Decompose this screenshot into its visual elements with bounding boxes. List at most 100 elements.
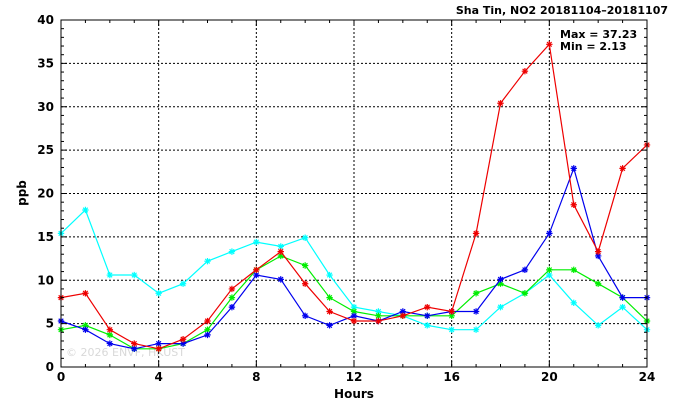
data-point bbox=[472, 230, 480, 237]
data-point bbox=[497, 276, 504, 283]
data-point bbox=[497, 303, 504, 311]
data-point bbox=[179, 336, 187, 343]
chart-title: Sha Tin, NO2 20181104–20181107 bbox=[456, 4, 668, 17]
data-point bbox=[350, 308, 358, 315]
data-point bbox=[472, 308, 480, 315]
x-tick-label: 20 bbox=[541, 370, 558, 384]
data-point bbox=[472, 290, 480, 297]
data-point bbox=[155, 345, 162, 352]
data-point bbox=[375, 308, 382, 315]
data-point bbox=[570, 165, 577, 172]
data-point bbox=[594, 248, 602, 255]
data-point bbox=[375, 312, 382, 320]
data-point bbox=[301, 262, 309, 269]
watermark: © 2026 ENVF, HKUST bbox=[66, 346, 185, 359]
data-point bbox=[228, 248, 236, 255]
data-point bbox=[82, 206, 89, 214]
data-point bbox=[82, 290, 89, 297]
data-point bbox=[253, 266, 260, 274]
data-point bbox=[106, 326, 114, 333]
data-point bbox=[448, 326, 455, 333]
data-point bbox=[521, 67, 529, 75]
x-tick-label: 16 bbox=[443, 370, 460, 384]
y-tick-label: 15 bbox=[37, 230, 54, 244]
data-point bbox=[301, 234, 309, 241]
data-point bbox=[472, 326, 480, 333]
data-point bbox=[497, 100, 504, 107]
data-point bbox=[277, 248, 284, 255]
y-tick-label: 20 bbox=[37, 187, 54, 201]
ticks: 0 4 8 12 16 20 24 0 5 10 15 20 25 30 35 40 bbox=[37, 13, 655, 384]
y-tick-label: 10 bbox=[37, 273, 54, 287]
data-point bbox=[546, 271, 553, 279]
data-point bbox=[155, 340, 162, 347]
data-point bbox=[497, 280, 504, 287]
data-point bbox=[399, 312, 407, 320]
data-point bbox=[521, 290, 529, 297]
data-point bbox=[521, 266, 529, 274]
data-point bbox=[399, 308, 407, 315]
data-point bbox=[546, 41, 553, 48]
data-point bbox=[131, 345, 138, 352]
x-tick-label: 0 bbox=[57, 370, 65, 384]
data-point bbox=[301, 280, 309, 287]
data-point bbox=[228, 285, 236, 293]
data-point bbox=[619, 303, 626, 311]
data-point bbox=[570, 266, 577, 274]
x-tick-label: 12 bbox=[346, 370, 363, 384]
data-point bbox=[350, 312, 358, 320]
min-label: Min = 2.13 bbox=[560, 40, 627, 53]
data-point bbox=[179, 280, 187, 287]
data-point bbox=[82, 326, 89, 333]
y-axis-title: ppb bbox=[15, 180, 29, 206]
data-point bbox=[204, 326, 211, 333]
data-point bbox=[570, 299, 577, 307]
data-point bbox=[204, 257, 211, 265]
data-point bbox=[448, 312, 455, 320]
x-tick-label: 8 bbox=[252, 370, 260, 384]
data-point bbox=[326, 294, 333, 301]
x-tick-label: 24 bbox=[639, 370, 656, 384]
y-tick-label: 25 bbox=[37, 143, 54, 157]
data-point bbox=[253, 271, 260, 279]
data-point bbox=[546, 266, 553, 274]
data-point bbox=[301, 312, 309, 320]
data-point bbox=[594, 322, 602, 329]
x-axis-title: Hours bbox=[334, 387, 374, 401]
data-point bbox=[228, 303, 236, 311]
data-point bbox=[424, 303, 431, 311]
data-point bbox=[106, 340, 114, 347]
data-point bbox=[106, 271, 114, 279]
data-point bbox=[546, 230, 553, 237]
x-tick-label: 4 bbox=[154, 370, 162, 384]
data-point bbox=[424, 312, 431, 320]
max-label: Max = 37.23 bbox=[560, 28, 637, 41]
y-tick-label: 35 bbox=[37, 56, 54, 70]
data-point bbox=[82, 322, 89, 329]
data-point bbox=[594, 280, 602, 287]
data-point bbox=[350, 317, 358, 325]
data-point bbox=[155, 290, 162, 297]
data-point bbox=[277, 252, 284, 260]
data-point bbox=[448, 308, 455, 315]
y-tick-label: 0 bbox=[46, 360, 54, 374]
data-point bbox=[131, 340, 138, 347]
data-point bbox=[350, 303, 358, 311]
data-point bbox=[326, 308, 333, 315]
data-point bbox=[106, 331, 114, 339]
data-point bbox=[277, 243, 284, 250]
y-tick-label: 40 bbox=[37, 13, 54, 27]
data-point bbox=[228, 294, 236, 301]
data-point bbox=[570, 201, 577, 208]
y-tick-label: 5 bbox=[46, 317, 54, 331]
data-point bbox=[326, 322, 333, 329]
data-point bbox=[424, 322, 431, 329]
data-point bbox=[326, 271, 333, 279]
y-tick-label: 30 bbox=[37, 100, 54, 114]
data-point bbox=[131, 271, 138, 279]
data-point bbox=[375, 317, 382, 325]
data-point bbox=[179, 340, 187, 347]
data-point bbox=[204, 317, 211, 325]
data-point bbox=[619, 165, 626, 172]
